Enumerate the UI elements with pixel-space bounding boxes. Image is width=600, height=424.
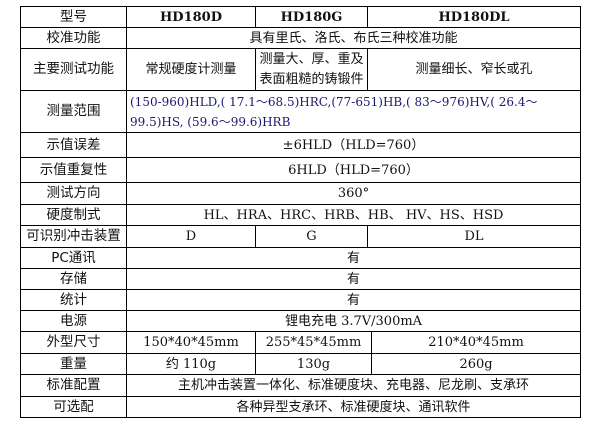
row-value: 6HLD（HLD=760） <box>125 157 582 183</box>
row-value: 260g <box>370 353 582 375</box>
header-row: 型号 HD180D HD180G HD180DL <box>20 6 582 28</box>
row-value: 具有里氏、洛氏、布氏三种校准功能 <box>125 27 582 49</box>
row-label: 硬度制式 <box>20 204 127 226</box>
row-label: 测试方向 <box>20 182 127 205</box>
row-value: 常规硬度计测量 <box>126 48 256 91</box>
row-storage: 存储 有 <box>20 268 582 290</box>
row-value: 150*40*45mm <box>126 331 256 354</box>
row-scales: 硬度制式 HL、HRA、HRC、HRB、HB、 HV、HS、HSD <box>20 204 582 226</box>
row-pc: PC通讯 有 <box>20 247 582 269</box>
row-value: 360° <box>125 182 582 205</box>
model-hd180dl: HD180DL <box>366 6 582 28</box>
row-value: 锂电充电 3.7V/300mA <box>125 310 582 332</box>
row-label: 主要测试功能 <box>20 48 127 91</box>
row-optional: 可选配 各种异型支承环、标准硬度块、通讯软件 <box>20 396 582 418</box>
row-value: 主机冲击装置一体化、标准硬度块、充电器、尼龙刷、支承环 <box>125 374 582 397</box>
row-value: D <box>126 225 256 248</box>
row-main-function: 主要测试功能 常规硬度计测量 测量大、厚、重及表面粗糙的铸锻件 测量细长、窄长或… <box>20 48 582 91</box>
row-calibration: 校准功能 具有里氏、洛氏、布氏三种校准功能 <box>20 27 582 49</box>
row-label: 重量 <box>20 353 127 375</box>
row-label: 可选配 <box>20 396 127 418</box>
row-value: 210*40*45mm <box>370 331 582 354</box>
row-value: 各种异型支承环、标准硬度块、通讯软件 <box>125 396 582 418</box>
row-statistics: 统计 有 <box>20 289 582 311</box>
row-value: HL、HRA、HRC、HRB、HB、 HV、HS、HSD <box>125 204 582 226</box>
row-label: 校准功能 <box>20 27 127 49</box>
row-value: 测量细长、窄长或孔 <box>366 48 582 91</box>
row-power: 电源 锂电充电 3.7V/300mA <box>20 310 582 332</box>
row-label: 示值重复性 <box>20 157 127 183</box>
row-value: 约 110g <box>126 353 256 375</box>
row-value: 255*45*45mm <box>255 331 372 354</box>
row-standard: 标准配置 主机冲击装置一体化、标准硬度块、充电器、尼龙刷、支承环 <box>20 374 582 397</box>
row-label: 电源 <box>20 310 127 332</box>
model-hd180g: HD180G <box>255 6 368 28</box>
row-size: 外型尺寸 150*40*45mm 255*45*45mm 210*40*45mm <box>20 331 582 354</box>
model-hd180d: HD180D <box>126 6 256 28</box>
row-label: 测量范围 <box>20 90 127 133</box>
row-range: 测量范围 (150-960)HLD,( 17.1～68.5)HRC,(77-65… <box>20 90 582 133</box>
row-value: ±6HLD（HLD=760） <box>125 132 582 158</box>
row-label: 外型尺寸 <box>20 331 127 354</box>
row-label: 标准配置 <box>20 374 127 397</box>
row-value: 测量大、厚、重及表面粗糙的铸锻件 <box>255 48 368 91</box>
row-label: 存储 <box>20 268 127 290</box>
header-label: 型号 <box>20 6 127 28</box>
row-value: (150-960)HLD,( 17.1～68.5)HRC,(77-651)HB,… <box>125 90 582 133</box>
spec-table: 型号 HD180D HD180G HD180DL 校准功能 具有里氏、洛氏、布氏… <box>20 6 582 418</box>
row-value: 有 <box>125 289 582 311</box>
row-value: G <box>255 225 368 248</box>
row-label: 统计 <box>20 289 127 311</box>
row-value: 130g <box>255 353 372 375</box>
row-error: 示值误差 ±6HLD（HLD=760） <box>20 132 582 158</box>
row-label: 示值误差 <box>20 132 127 158</box>
row-label: 可识别冲击装置 <box>20 225 127 248</box>
row-value: 有 <box>125 247 582 269</box>
row-direction: 测试方向 360° <box>20 182 582 205</box>
row-weight: 重量 约 110g 130g 260g <box>20 353 582 375</box>
row-repeatability: 示值重复性 6HLD（HLD=760） <box>20 157 582 183</box>
row-label: PC通讯 <box>20 247 127 269</box>
row-value: 有 <box>125 268 582 290</box>
row-impact-device: 可识别冲击装置 D G DL <box>20 225 582 248</box>
row-value: DL <box>366 225 582 248</box>
